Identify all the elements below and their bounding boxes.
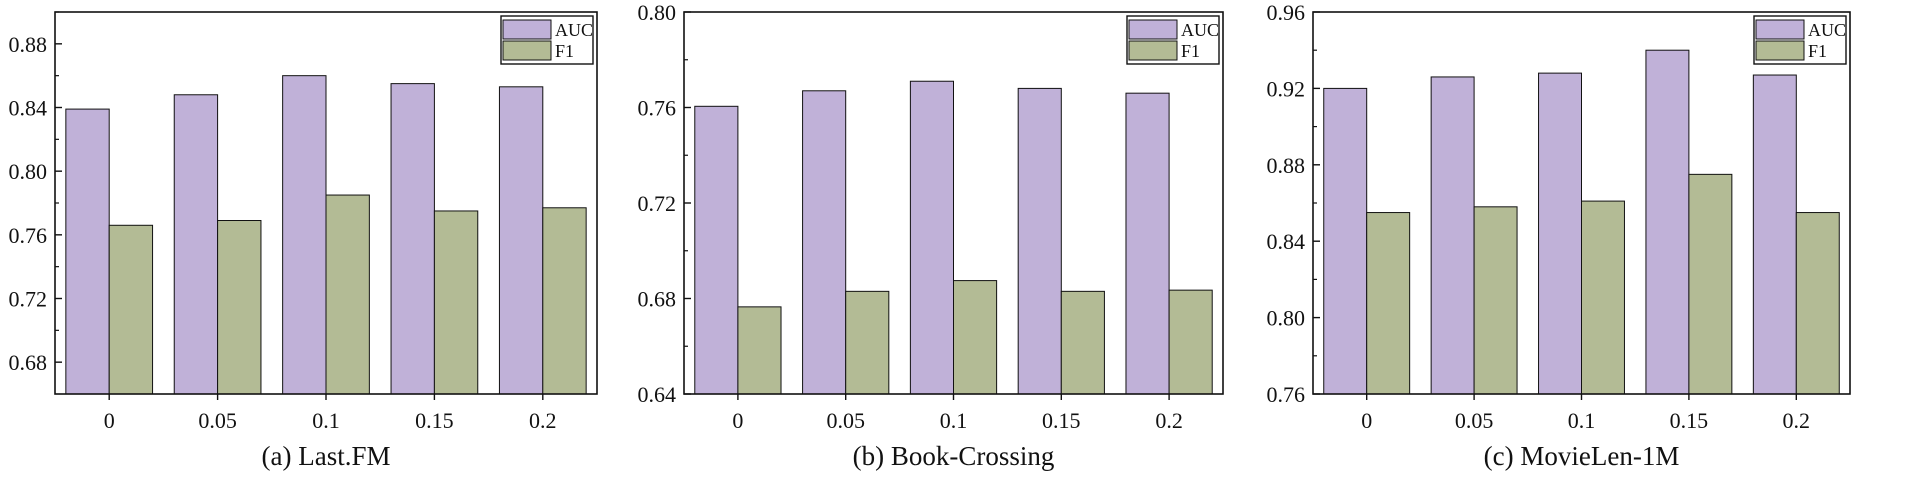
bar-auc-0.05 xyxy=(1430,76,1475,395)
x-tick-label: 0.2 xyxy=(529,408,557,433)
y-tick-label: 0.80 xyxy=(9,159,48,184)
axis-frame xyxy=(1312,11,1851,395)
y-tick-label: 0.84 xyxy=(9,96,48,121)
x-tick-label: 0 xyxy=(104,408,115,433)
bar-auc-0.2 xyxy=(498,86,544,395)
bar-f1-0.15 xyxy=(433,210,479,395)
legend-swatch-auc xyxy=(1755,19,1805,40)
x-tick-label: 0.15 xyxy=(415,408,454,433)
y-tick-label: 0.64 xyxy=(638,382,677,407)
x-tick-label: 0.1 xyxy=(940,408,968,433)
y-tick-label: 0.88 xyxy=(1267,153,1306,178)
bar-f1-0.2 xyxy=(542,207,587,395)
legend-label-f1: F1 xyxy=(1808,41,1827,61)
bar-f1-0 xyxy=(1366,212,1411,395)
bar-auc-0 xyxy=(65,108,110,395)
x-tick-label: 0.1 xyxy=(1568,408,1596,433)
bar-auc-0.2 xyxy=(1125,92,1170,395)
bar-f1-0.1 xyxy=(953,280,998,395)
bar-auc-0.1 xyxy=(1538,72,1583,395)
bar-auc-0.1 xyxy=(282,75,327,395)
chart-panel-1: 0 0.05 0.1 0.15 0.2 0.68 0.72 0.76 0.80 0.84 0.88 A… xyxy=(9,11,598,471)
chart-panel-2: 0 0.05 0.1 0.15 0.2 0.64 0.68 0.72 0.76 0.80 AUCF1… xyxy=(638,0,1224,471)
x-tick-label: 0 xyxy=(732,408,743,433)
chart-caption: (c) MovieLen-1M xyxy=(1484,441,1680,471)
bar-f1-0.05 xyxy=(845,290,890,395)
bar-auc-0.2 xyxy=(1752,74,1797,395)
legend-label-auc: AUC xyxy=(555,20,593,40)
x-tick-label: 0.05 xyxy=(1455,408,1494,433)
bar-auc-0.15 xyxy=(1645,49,1690,395)
x-tick-label: 0.15 xyxy=(1042,408,1081,433)
bar-f1-0.15 xyxy=(1688,173,1733,395)
bar-f1-0 xyxy=(108,224,154,395)
y-tick-label: 0.80 xyxy=(1267,306,1306,331)
bar-f1-0.1 xyxy=(325,194,370,395)
bar-auc-0 xyxy=(694,105,739,395)
bar-auc-0.05 xyxy=(173,94,219,395)
bar-auc-0 xyxy=(1323,87,1368,395)
bar-f1-0.05 xyxy=(217,220,262,395)
y-tick-label: 0.92 xyxy=(1267,76,1306,101)
y-tick-label: 0.80 xyxy=(638,0,677,25)
y-tick-label: 0.76 xyxy=(9,223,48,248)
y-tick-label: 0.96 xyxy=(1267,0,1306,25)
legend-swatch-auc xyxy=(502,19,552,40)
axis-frame xyxy=(683,11,1224,395)
legend-swatch-f1 xyxy=(1755,40,1805,61)
axis-frame xyxy=(54,11,598,395)
bar-f1-0.2 xyxy=(1795,212,1840,395)
y-tick-label: 0.72 xyxy=(638,191,677,216)
x-tick-label: 0.05 xyxy=(198,408,237,433)
y-tick-label: 0.72 xyxy=(9,287,48,312)
y-tick-label: 0.76 xyxy=(1267,382,1306,407)
bar-auc-0.15 xyxy=(1017,87,1062,395)
x-tick-label: 0.05 xyxy=(826,408,865,433)
chart-panel-3: 0 0.05 0.1 0.15 0.2 0.76 0.80 0.84 0.88 0.92 0.96 A… xyxy=(1267,0,1851,471)
y-tick-label: 0.68 xyxy=(9,350,48,375)
legend-swatch-f1 xyxy=(1128,40,1178,61)
legend-swatch-f1 xyxy=(502,40,552,61)
x-tick-label: 0 xyxy=(1361,408,1372,433)
chart-caption: (a) Last.FM xyxy=(262,441,391,471)
bar-auc-0.15 xyxy=(390,83,435,395)
legend-swatch-auc xyxy=(1128,19,1178,40)
bar-f1-0.15 xyxy=(1060,290,1105,395)
legend-label-f1: F1 xyxy=(555,41,574,61)
x-tick-label: 0.2 xyxy=(1155,408,1183,433)
bar-auc-0.1 xyxy=(909,80,955,395)
bar-f1-0.2 xyxy=(1168,289,1213,395)
x-tick-label: 0.2 xyxy=(1783,408,1811,433)
legend-label-auc: AUC xyxy=(1808,20,1846,40)
x-tick-label: 0.1 xyxy=(312,408,340,433)
bar-f1-0.1 xyxy=(1581,200,1625,395)
legend-label-auc: AUC xyxy=(1181,20,1219,40)
y-tick-label: 0.68 xyxy=(638,287,677,312)
y-tick-label: 0.76 xyxy=(638,96,677,121)
y-tick-label: 0.88 xyxy=(9,32,48,57)
x-tick-label: 0.15 xyxy=(1670,408,1709,433)
legend-label-f1: F1 xyxy=(1181,41,1200,61)
y-tick-label: 0.84 xyxy=(1267,229,1306,254)
chart-caption: (b) Book-Crossing xyxy=(853,441,1055,471)
bar-f1-0.05 xyxy=(1473,206,1518,395)
bar-f1-0 xyxy=(737,306,782,395)
bar-auc-0.05 xyxy=(802,90,847,395)
